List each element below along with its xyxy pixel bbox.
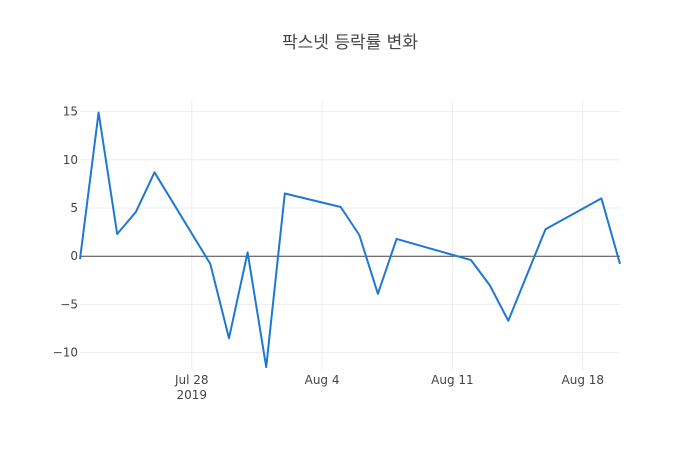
- x-tick-label: Aug 18: [562, 373, 605, 387]
- y-tick-label: −5: [60, 297, 78, 311]
- y-tick-label: 15: [63, 105, 78, 119]
- x-tick-sublabel: 2019: [176, 388, 207, 402]
- y-axis: 15 10 5 0 −5 −10: [53, 105, 78, 360]
- x-tick-label: Jul 28: [174, 373, 209, 387]
- grid: [80, 100, 620, 370]
- plot-area: [79, 111, 621, 369]
- y-tick-label: 5: [70, 201, 78, 215]
- series-line: [79, 111, 621, 369]
- y-tick-label: 0: [70, 249, 78, 263]
- y-tick-label: 10: [63, 153, 78, 167]
- x-tick-label: Aug 11: [431, 373, 474, 387]
- x-tick-label: Aug 4: [305, 373, 340, 387]
- chart-title: 팍스넷 등락률 변화: [282, 33, 418, 53]
- y-tick-label: −10: [53, 346, 78, 360]
